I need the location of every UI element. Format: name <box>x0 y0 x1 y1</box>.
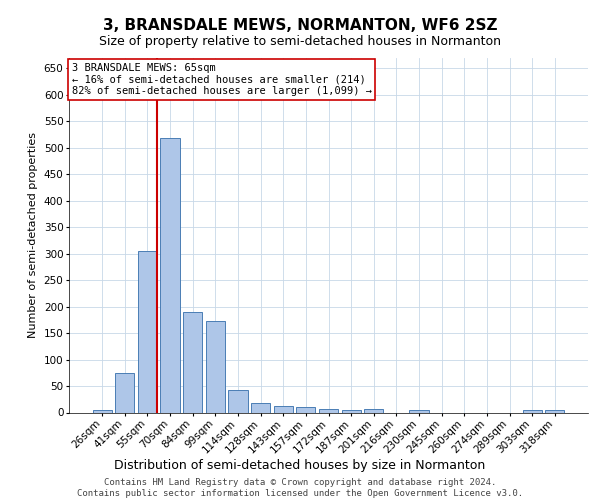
Bar <box>545 410 565 412</box>
Bar <box>206 321 225 412</box>
Bar <box>183 312 202 412</box>
Bar <box>138 251 157 412</box>
Bar <box>409 410 428 412</box>
Bar <box>341 410 361 412</box>
Bar <box>229 390 248 412</box>
Bar <box>364 409 383 412</box>
Bar <box>319 410 338 412</box>
Text: Distribution of semi-detached houses by size in Normanton: Distribution of semi-detached houses by … <box>115 460 485 472</box>
Bar <box>115 373 134 412</box>
Bar <box>274 406 293 412</box>
Bar <box>296 407 316 412</box>
Text: Contains HM Land Registry data © Crown copyright and database right 2024.
Contai: Contains HM Land Registry data © Crown c… <box>77 478 523 498</box>
Bar <box>160 138 180 412</box>
Bar <box>251 403 270 412</box>
Text: Size of property relative to semi-detached houses in Normanton: Size of property relative to semi-detach… <box>99 35 501 48</box>
Bar <box>523 410 542 412</box>
Y-axis label: Number of semi-detached properties: Number of semi-detached properties <box>28 132 38 338</box>
Text: 3, BRANSDALE MEWS, NORMANTON, WF6 2SZ: 3, BRANSDALE MEWS, NORMANTON, WF6 2SZ <box>103 18 497 32</box>
Bar <box>92 410 112 412</box>
Text: 3 BRANSDALE MEWS: 65sqm
← 16% of semi-detached houses are smaller (214)
82% of s: 3 BRANSDALE MEWS: 65sqm ← 16% of semi-de… <box>71 63 371 96</box>
